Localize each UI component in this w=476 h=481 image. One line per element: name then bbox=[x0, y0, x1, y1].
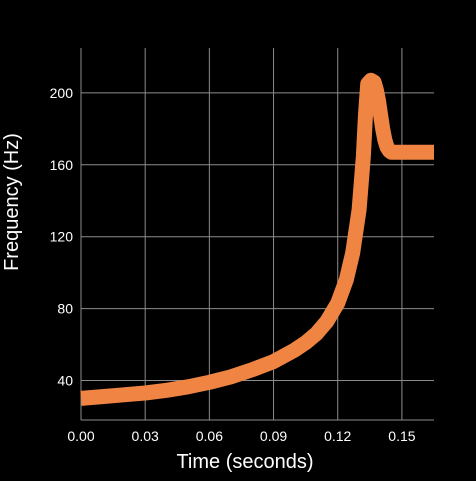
y-tick-label: 80 bbox=[57, 301, 73, 317]
y-tick-label: 120 bbox=[50, 229, 74, 245]
x-axis-label: Time (seconds) bbox=[176, 451, 313, 473]
x-tick-label: 0.00 bbox=[67, 428, 94, 444]
y-tick-label: 200 bbox=[50, 85, 74, 101]
x-tick-label: 0.09 bbox=[260, 428, 287, 444]
y-axis-label: Frequency (Hz) bbox=[1, 133, 23, 271]
x-tick-label: 0.06 bbox=[196, 428, 223, 444]
x-tick-label: 0.12 bbox=[324, 428, 351, 444]
x-tick-label: 0.03 bbox=[132, 428, 159, 444]
y-tick-label: 40 bbox=[57, 372, 73, 388]
x-tick-label: 0.15 bbox=[388, 428, 415, 444]
y-tick-label: 160 bbox=[50, 157, 74, 173]
